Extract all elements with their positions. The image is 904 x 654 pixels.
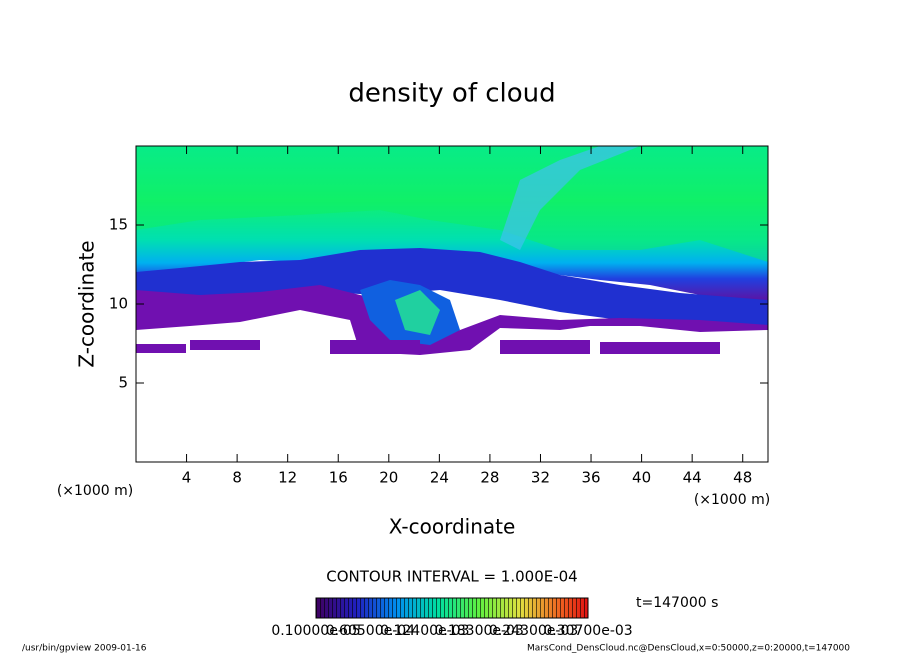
x-unit: (×1000 m) bbox=[694, 492, 770, 508]
footer-right: MarsCond_DensCloud.nc@DensCloud,x=0:5000… bbox=[527, 644, 850, 654]
x-axis-label: X-coordinate bbox=[389, 515, 516, 539]
x-tick-label: 8 bbox=[232, 469, 242, 487]
x-tick-label: 20 bbox=[379, 469, 398, 487]
y-axis-label: Z-coordinate bbox=[75, 240, 99, 367]
x-tick-label: 16 bbox=[329, 469, 348, 487]
x-tick-label: 24 bbox=[430, 469, 449, 487]
cloud-purple bbox=[136, 285, 768, 355]
x-tick-label: 32 bbox=[531, 469, 550, 487]
colorbar-label: 0.10000e-05 bbox=[271, 623, 360, 639]
cloud-blob bbox=[600, 342, 720, 354]
x-tick-label: 12 bbox=[278, 469, 297, 487]
cloud-blob bbox=[500, 340, 590, 354]
cloud-blue bbox=[136, 248, 768, 330]
colorbar-lines bbox=[316, 598, 588, 618]
cloud-blob bbox=[330, 340, 420, 354]
colorbar-label: 0.12400e-03 bbox=[380, 623, 469, 639]
colorbar-label: 0.30700e-03 bbox=[543, 623, 632, 639]
y-tick-label: 10 bbox=[109, 295, 128, 313]
field bbox=[136, 146, 768, 355]
footer-left: /usr/bin/gpview 2009-01-16 bbox=[22, 644, 147, 654]
cloud-green bbox=[136, 146, 768, 262]
x-tick-label: 44 bbox=[683, 469, 702, 487]
y-unit: (×1000 m) bbox=[57, 483, 133, 499]
cloud-plume bbox=[500, 146, 640, 250]
y-tick-label: 5 bbox=[118, 374, 128, 392]
cloud-blob bbox=[136, 344, 186, 353]
cloud-core-inner bbox=[395, 290, 440, 335]
colorbar-label: 0.18300e-03 bbox=[435, 623, 524, 639]
contour-interval: CONTOUR INTERVAL = 1.000E-04 bbox=[326, 568, 577, 586]
x-tick-label: 48 bbox=[733, 469, 752, 487]
x-tick-label: 4 bbox=[182, 469, 192, 487]
time-label: t=147000 s bbox=[636, 595, 718, 611]
x-tick-label: 40 bbox=[632, 469, 651, 487]
cloud-blob bbox=[190, 340, 260, 350]
colorbar-label: 0.24300e-03 bbox=[489, 623, 578, 639]
y-tick-label: 15 bbox=[109, 216, 128, 234]
chart-title: density of cloud bbox=[348, 79, 555, 109]
x-tick-label: 36 bbox=[581, 469, 600, 487]
colorbar-label: 0.60500e-04 bbox=[326, 623, 415, 639]
x-tick-label: 28 bbox=[480, 469, 499, 487]
